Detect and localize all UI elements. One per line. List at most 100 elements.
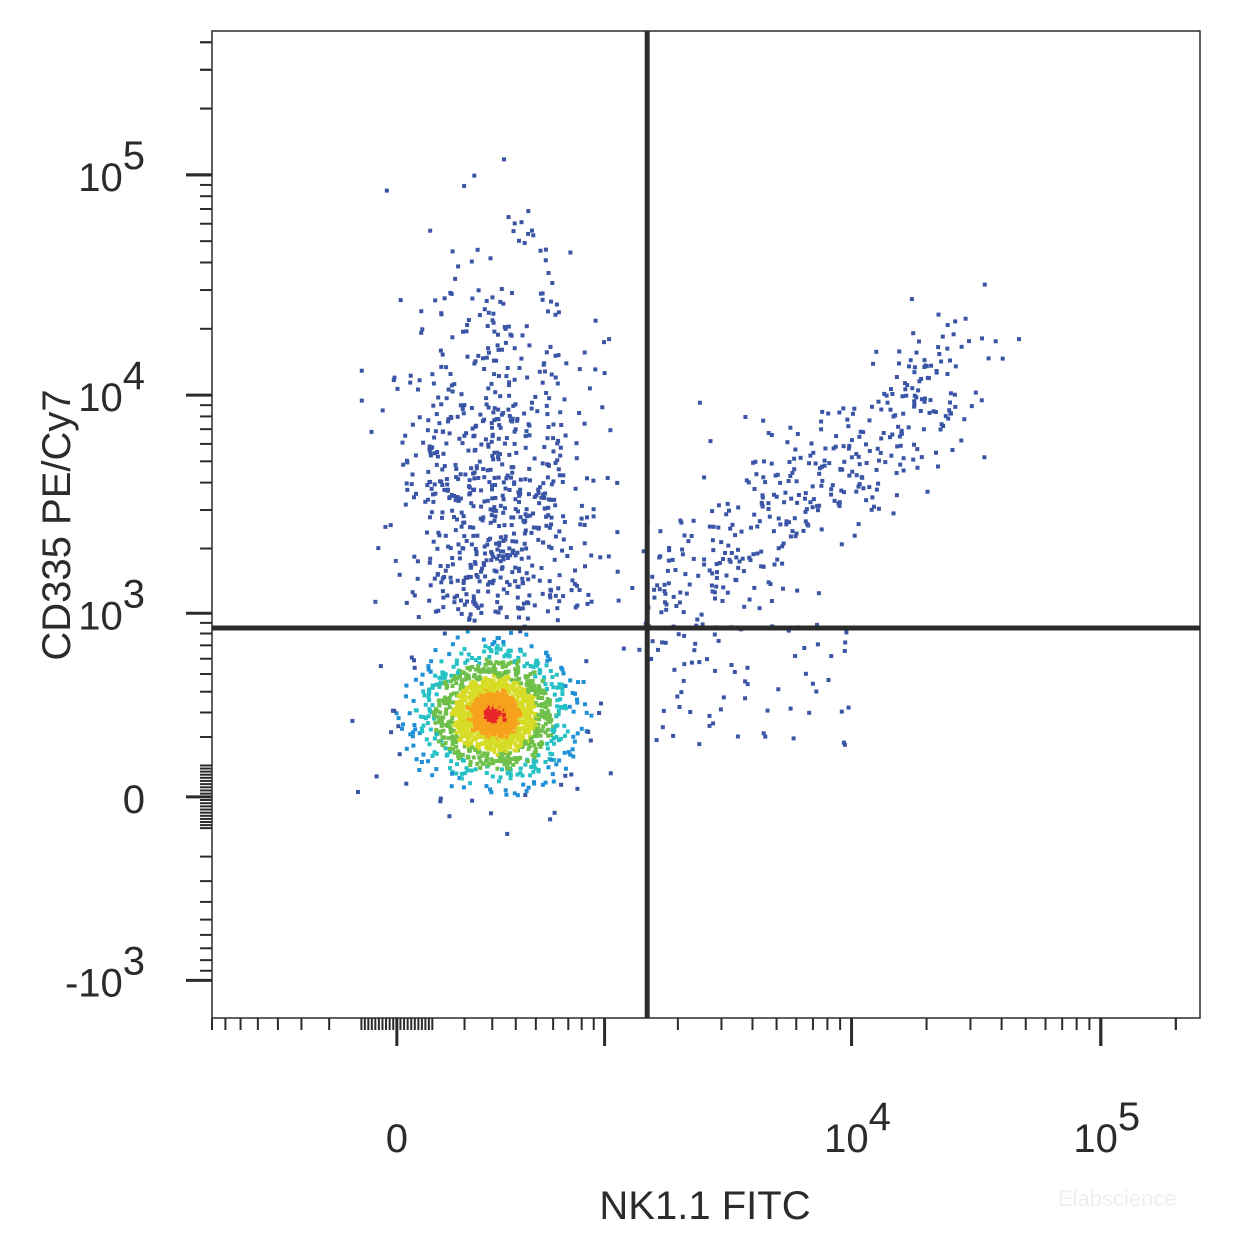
event-dot: [565, 554, 570, 558]
event-dot: [563, 706, 568, 711]
event-dot: [440, 510, 445, 515]
event-dot: [534, 759, 539, 764]
event-dot: [440, 467, 445, 472]
event-dot: [505, 737, 510, 742]
event-dot: [397, 752, 402, 757]
event-dot: [857, 462, 862, 467]
event-dot: [405, 460, 410, 465]
event-dot: [552, 810, 557, 815]
event-dot: [523, 675, 528, 680]
event-dot: [783, 490, 788, 495]
event-dot: [556, 467, 561, 472]
event-dot: [455, 593, 460, 598]
event-dot: [496, 553, 501, 558]
event-dot: [493, 609, 498, 614]
event-dot: [438, 799, 443, 804]
event-dot: [461, 587, 466, 591]
event-dot: [666, 558, 671, 563]
event-dot: [555, 458, 560, 463]
event-dot: [549, 682, 554, 687]
event-dot: [510, 416, 515, 421]
event-dot: [510, 694, 515, 699]
event-dot: [497, 671, 502, 676]
event-dot: [662, 582, 667, 587]
event-dot: [433, 491, 438, 496]
event-dot: [570, 578, 575, 583]
event-dot: [744, 478, 749, 483]
event-dot: [586, 729, 591, 734]
event-dot: [464, 675, 469, 680]
event-dot: [486, 746, 491, 751]
event-dot: [439, 659, 444, 664]
event-dot: [854, 489, 859, 494]
event-dot: [404, 746, 409, 751]
event-dot: [822, 458, 827, 463]
event-dot: [910, 386, 915, 391]
event-dot: [876, 481, 881, 486]
event-dot: [523, 512, 528, 517]
event-dot: [504, 374, 509, 379]
event-dot: [716, 525, 721, 530]
event-dot: [483, 741, 488, 746]
event-dot: [558, 697, 563, 702]
event-dot: [948, 358, 952, 363]
event-dot: [526, 746, 531, 751]
event-dot: [472, 674, 476, 679]
event-dot: [521, 690, 525, 695]
event-dot: [514, 450, 519, 455]
event-dot: [456, 756, 461, 761]
event-dot: [693, 641, 698, 646]
event-dot: [553, 375, 558, 380]
event-dot: [534, 658, 539, 663]
event-dot: [492, 406, 497, 411]
event-dot: [461, 514, 466, 519]
event-dot: [523, 695, 528, 700]
event-dot: [443, 746, 448, 751]
event-dot: [551, 422, 556, 427]
event-dot: [925, 375, 930, 380]
event-dot: [577, 367, 582, 372]
event-dot: [477, 686, 482, 691]
event-dot: [745, 665, 750, 670]
event-dot: [404, 683, 409, 688]
event-dot: [476, 750, 481, 755]
event-dot: [440, 589, 445, 594]
event-dot: [508, 553, 513, 558]
event-dot: [469, 501, 474, 506]
event-dot: [466, 720, 471, 725]
event-dot: [559, 423, 564, 427]
event-dot: [953, 319, 958, 324]
event-dot: [637, 647, 642, 652]
event-dot: [519, 681, 524, 686]
event-dot: [752, 512, 757, 517]
event-dot: [518, 491, 523, 496]
event-dot: [826, 678, 831, 682]
event-dot: [819, 527, 824, 532]
event-dot: [495, 740, 500, 745]
event-dot: [884, 393, 889, 398]
event-dot: [522, 520, 527, 525]
event-dot: [450, 742, 455, 747]
event-dot: [505, 771, 510, 776]
event-dot: [494, 541, 499, 546]
event-dot: [508, 728, 513, 733]
event-dot: [481, 696, 486, 701]
event-dot: [482, 499, 487, 504]
event-dot: [491, 410, 496, 415]
event-dot: [516, 659, 521, 664]
event-dot: [819, 419, 824, 424]
event-dot: [491, 706, 496, 711]
event-dot: [793, 447, 798, 452]
event-dot: [541, 691, 546, 696]
event-dot: [480, 741, 485, 746]
event-dot: [538, 744, 543, 749]
event-dot: [468, 763, 473, 767]
event-dot: [908, 358, 913, 363]
event-dot: [532, 603, 537, 608]
event-dot: [455, 762, 459, 767]
event-dot: [832, 498, 837, 503]
event-dot: [475, 715, 480, 720]
event-dot: [512, 730, 517, 735]
event-dot: [450, 249, 455, 254]
event-dot: [849, 455, 854, 460]
